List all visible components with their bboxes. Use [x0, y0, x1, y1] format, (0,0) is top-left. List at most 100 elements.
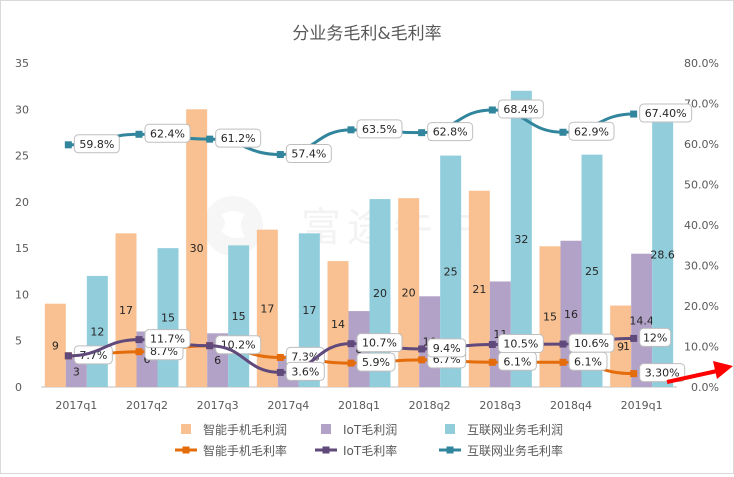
line-data-label: 59.8%: [79, 138, 114, 151]
chart-title: 分业务毛利&毛利率: [292, 24, 441, 44]
line-data-label: 12%: [643, 331, 667, 344]
line-label-box: [497, 99, 544, 119]
bar-data-label: 20: [402, 287, 416, 300]
line-data-label: 6.1%: [503, 355, 531, 368]
line-marker: [206, 342, 214, 350]
bar-1: [398, 198, 420, 387]
line-label-box: [144, 123, 191, 143]
line-marker: [418, 129, 426, 137]
line-marker: [64, 352, 72, 360]
legend-swatch: [321, 424, 331, 434]
line-marker: [559, 128, 567, 136]
watermark-logo: [203, 196, 263, 256]
line-label-box: [356, 119, 403, 139]
line-label-box: [427, 338, 467, 358]
bar-data-label: 14.4: [629, 314, 654, 327]
bar-1: [539, 246, 561, 387]
line-marker: [418, 356, 426, 364]
legend-label: 智能手机毛利润: [203, 422, 287, 437]
bar-1: [327, 261, 349, 387]
y-left-tick-label: 20: [15, 196, 29, 209]
bar-data-label: 15: [543, 311, 557, 324]
bar-1: [44, 303, 66, 387]
line-data-label: 62.4%: [150, 127, 185, 140]
line-label-box: [215, 128, 262, 148]
bar-data-label: 14: [331, 318, 345, 331]
bar-data-label: 17: [119, 304, 133, 317]
line-label-box: [356, 352, 396, 372]
bar-3: [510, 90, 532, 388]
x-tick-label: 2019q1: [621, 399, 663, 412]
y-right-tick-label: 80.0%: [684, 57, 719, 70]
line-marker: [630, 334, 638, 342]
legend-marker: [182, 446, 190, 454]
line-data-label: 61.2%: [221, 132, 256, 145]
bar-1: [115, 233, 137, 387]
line-data-label: 67.40%: [645, 107, 687, 120]
bar-data-label: 17: [302, 304, 316, 317]
line-marker: [64, 141, 72, 149]
line-data-label: 62.8%: [433, 126, 468, 139]
line-data-label: 9.4%: [433, 342, 461, 355]
line-label-box: [356, 333, 403, 353]
line-data-label: 5.9%: [362, 356, 390, 369]
bar-data-label: 9: [617, 340, 624, 353]
x-tick-label: 2017q1: [55, 399, 97, 412]
y-left-tick-label: 35: [15, 57, 29, 70]
y-right-tick-label: 60.0%: [684, 138, 719, 151]
y-right-tick-label: 10.0%: [684, 341, 719, 354]
bar-data-label: 17: [260, 302, 274, 315]
y-right-tick-label: 20.0%: [684, 300, 719, 313]
line-label-box: [568, 121, 615, 141]
red-arrow-annotation: [666, 361, 733, 384]
legend-swatch: [181, 424, 191, 434]
y-left-tick-label: 25: [15, 150, 29, 163]
line-label-box: [144, 329, 191, 349]
annotation-label: 1: [623, 340, 630, 353]
y-left-tick-label: 10: [15, 288, 29, 301]
bar-1: [256, 229, 278, 387]
legend-label: 智能手机毛利率: [203, 443, 287, 458]
bar-data-label: 15: [161, 312, 175, 325]
line-data-label: 3.6%: [291, 365, 319, 378]
line-marker: [276, 368, 284, 376]
x-tick-label: 2017q2: [126, 399, 168, 412]
bar-data-label: 16: [564, 308, 578, 321]
bar-data-label: 20: [373, 287, 387, 300]
bar-data-label: 21: [472, 283, 486, 296]
bar-data-label: 28.6: [650, 249, 675, 262]
line-label-box: [285, 144, 332, 164]
line-marker: [630, 110, 638, 118]
line-label-box: [73, 134, 120, 154]
y-left-tick-label: 30: [15, 103, 29, 116]
line-marker: [488, 340, 496, 348]
bar-2: [631, 253, 653, 387]
legend-label: IoT毛利润: [343, 423, 397, 437]
bar-data-label: 32: [514, 233, 528, 246]
line-data-label: 6.1%: [574, 355, 602, 368]
bar-1: [468, 190, 490, 387]
line-data-label: 3.30%: [645, 367, 680, 380]
bar-data-label: 3: [73, 366, 80, 379]
line-marker: [276, 151, 284, 159]
bar-3: [581, 154, 603, 387]
y-right-tick-label: 70.0%: [684, 98, 719, 111]
line-marker: [488, 358, 496, 366]
line-label-box: [639, 327, 672, 347]
legend-swatch: [445, 424, 455, 434]
line-marker: [135, 348, 143, 356]
legend-label: 互联网业务毛利率: [467, 443, 563, 458]
bar-data-label: 15: [232, 310, 246, 323]
y-right-tick-label: 30.0%: [684, 260, 719, 273]
line-data-label: 10.7%: [362, 337, 397, 350]
bar-3: [652, 122, 674, 387]
bar-data-label: 9: [52, 339, 59, 352]
line-marker: [206, 135, 214, 143]
bar-data-label: 25: [444, 265, 458, 278]
line-data-label: 10.2%: [221, 339, 256, 352]
line-marker: [347, 126, 355, 134]
x-tick-label: 2018q2: [409, 399, 451, 412]
line-marker: [347, 359, 355, 367]
line-marker: [135, 336, 143, 344]
y-left-tick-label: 15: [15, 242, 29, 255]
